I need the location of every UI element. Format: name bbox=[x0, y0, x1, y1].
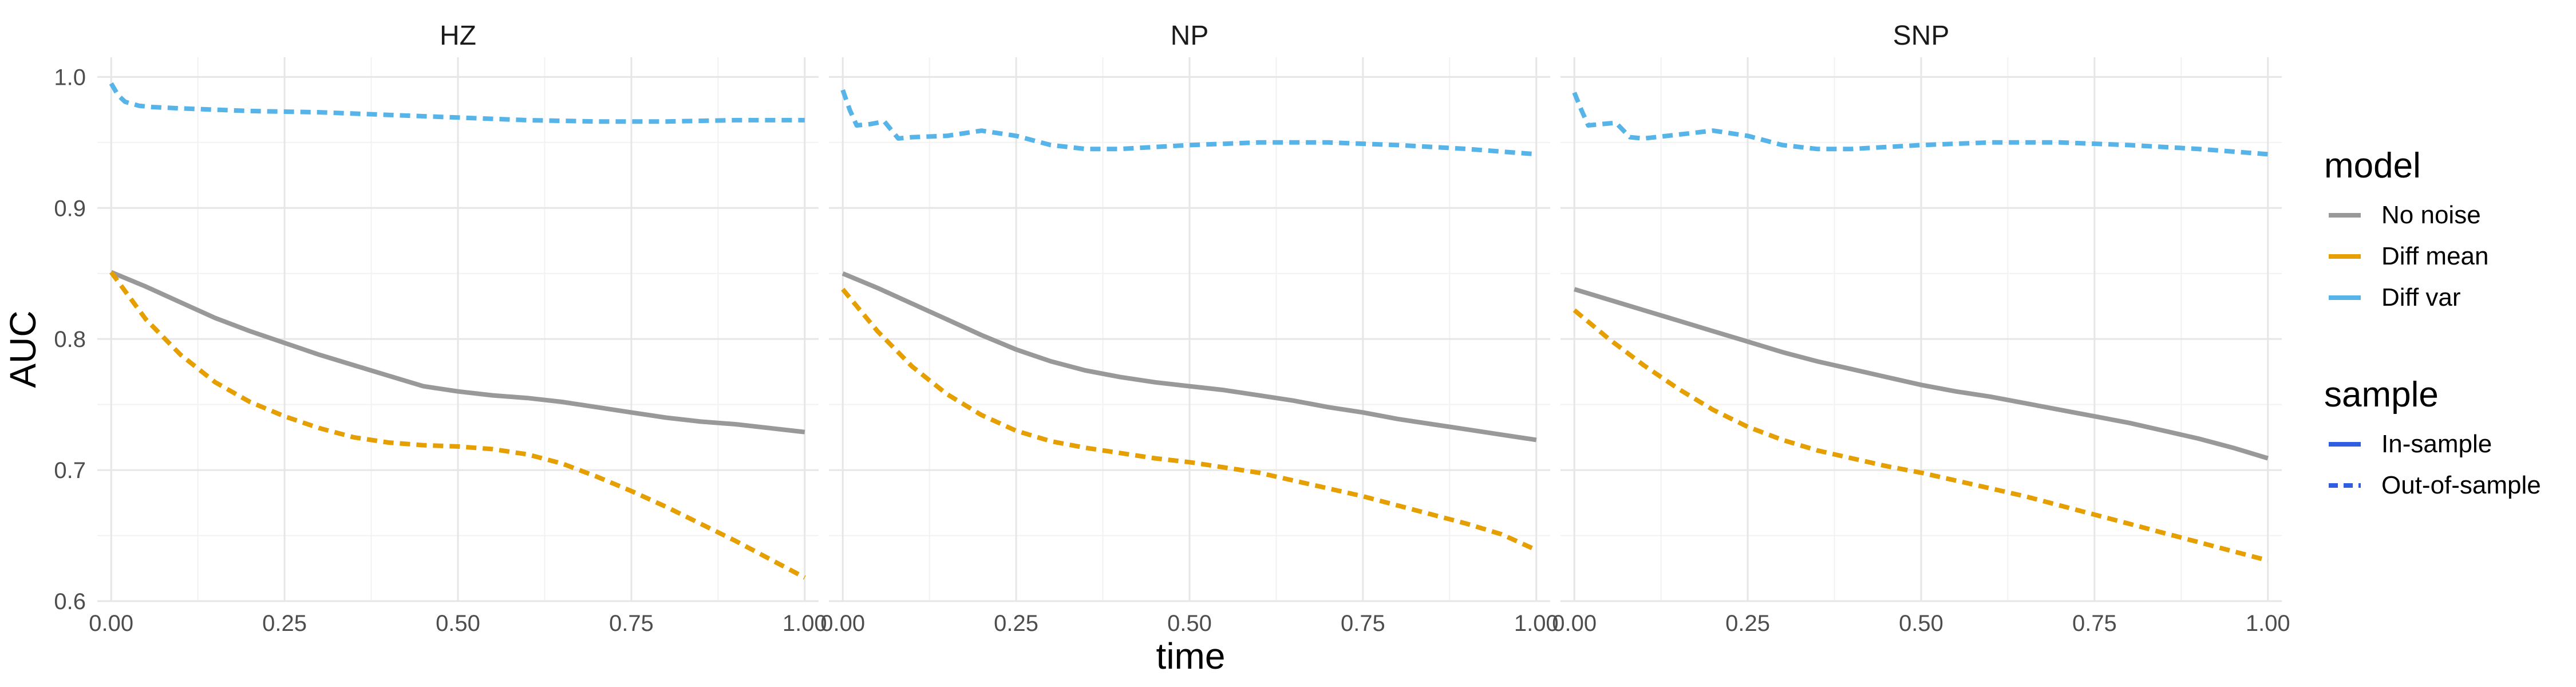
series-line-snp-diff-var bbox=[1572, 92, 2269, 157]
series-line-snp-no-noise bbox=[1574, 287, 2269, 461]
x-tick-label: 0.00 bbox=[89, 611, 133, 636]
legend-label: Out-of-sample bbox=[2381, 471, 2541, 499]
series-line-hz-no-noise bbox=[110, 270, 805, 435]
legend-key-out-of-sample: Out-of-sample bbox=[2329, 471, 2541, 499]
legend-label: No noise bbox=[2381, 201, 2481, 229]
facet-title-hz: HZ bbox=[440, 21, 476, 51]
legend-key-in-sample: In-sample bbox=[2329, 430, 2492, 458]
panel-hz: HZ 0.00 0.25 0.50 0.75 1.00 0.6 0.7 0.8 0.9 1.0 bbox=[54, 21, 827, 636]
facet-panels: HZ 0.00 0.25 0.50 0.75 1.00 0.6 0.7 0.8 0.9 1.0 NP 0… bbox=[54, 21, 2290, 636]
legend-label: Diff mean bbox=[2381, 242, 2489, 270]
legend-title-sample: sample bbox=[2324, 375, 2439, 414]
facet-title-snp: SNP bbox=[1893, 21, 1950, 51]
legend-key-diff-mean: Diff mean bbox=[2329, 242, 2489, 270]
legend-label: Diff var bbox=[2381, 283, 2461, 311]
facet-title-np: NP bbox=[1171, 21, 1209, 51]
series-line-np-no-noise bbox=[841, 271, 1537, 443]
x-tick-label: 1.00 bbox=[1514, 611, 1559, 636]
x-axis-title: time bbox=[1156, 635, 1226, 677]
y-tick-label: 0.7 bbox=[54, 458, 86, 483]
x-tick-label: 0.50 bbox=[1167, 611, 1212, 636]
x-tick-label: 0.25 bbox=[262, 611, 307, 636]
panel-snp: SNP 0.00 0.25 0.50 0.75 1.00 bbox=[1552, 21, 2290, 636]
x-tick-label: 0.25 bbox=[1725, 611, 1770, 636]
series-line-np-diff-mean bbox=[841, 287, 1538, 552]
series-line-hz-diff-var bbox=[109, 82, 805, 124]
series-line-snp-diff-mean bbox=[1573, 308, 2269, 563]
y-tick-label: 0.9 bbox=[54, 196, 86, 221]
x-tick-label: 0.75 bbox=[609, 611, 654, 636]
x-tick-label: 0.75 bbox=[2072, 611, 2117, 636]
legend: model No noise Diff mean Diff var sample In-s… bbox=[2324, 146, 2541, 499]
x-tick-label: 1.00 bbox=[783, 611, 827, 636]
y-tick-label: 1.0 bbox=[54, 65, 86, 90]
panel-np: NP 0.00 0.25 0.50 0.75 1.00 bbox=[820, 21, 1558, 636]
legend-key-diff-var: Diff var bbox=[2329, 283, 2461, 311]
series-line-np-diff-var bbox=[840, 89, 1537, 157]
x-tick-label: 0.00 bbox=[820, 611, 865, 636]
y-tick-label: 0.6 bbox=[54, 589, 86, 614]
y-axis-title: AUC bbox=[2, 310, 44, 388]
y-tick-label: 0.8 bbox=[54, 327, 86, 352]
legend-key-no-noise: No noise bbox=[2329, 201, 2481, 229]
legend-label: In-sample bbox=[2381, 430, 2492, 458]
series-line-hz-diff-mean bbox=[109, 271, 806, 580]
x-tick-label: 0.50 bbox=[1899, 611, 1943, 636]
x-tick-label: 0.00 bbox=[1552, 611, 1597, 636]
x-tick-label: 0.75 bbox=[1341, 611, 1385, 636]
x-tick-label: 1.00 bbox=[2246, 611, 2290, 636]
legend-title-model: model bbox=[2324, 146, 2421, 185]
x-tick-label: 0.50 bbox=[436, 611, 480, 636]
x-tick-label: 0.25 bbox=[994, 611, 1038, 636]
